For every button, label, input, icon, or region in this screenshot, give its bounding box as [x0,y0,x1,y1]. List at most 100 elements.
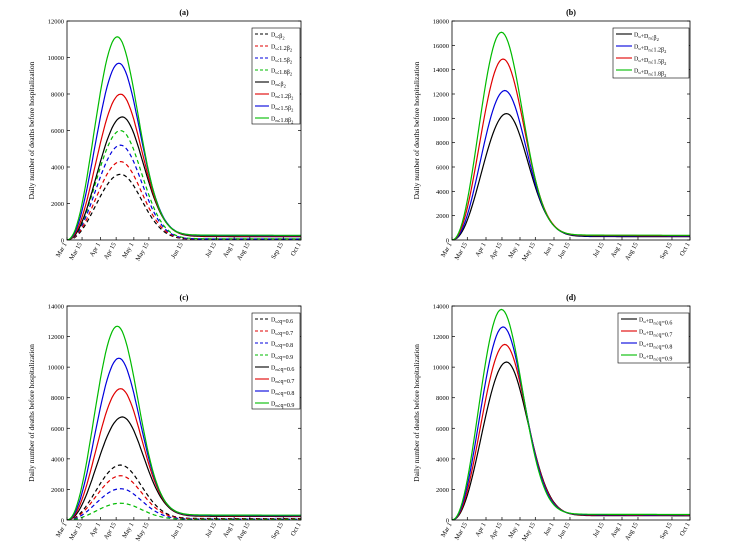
chart-title: (b) [566,8,576,17]
x-tick-label: Jul 15 [204,242,218,259]
legend-entry: Du:1.8β2 [271,69,292,77]
x-tick-label: Apr 15 [103,242,118,261]
legend-entry: Du+Dm:q=0.7 [639,330,672,339]
legend-entry: Dm:q=0.8 [271,390,294,398]
chart-title: (d) [566,293,576,302]
y-tick-label: 6000 [436,165,449,172]
legend-entry: Dm:β2 [271,81,286,89]
y-tick-label: 14000 [48,304,64,311]
series-line-5 [67,416,301,520]
legend-entry: Du:q=0.7 [271,330,293,338]
x-tick-label: Aug 1 [222,522,236,539]
y-tick-label: 2000 [436,213,449,220]
y-tick-label: 8000 [436,395,449,402]
x-tick-label: Jun 1 [543,522,556,538]
x-tick-label: Mar 1 [55,242,69,259]
x-tick-label: Jun 15 [557,522,572,540]
x-tick-label: Aug 15 [624,522,640,542]
legend-entry: Dm:q=0.7 [271,378,294,386]
x-tick-label: May 15 [135,522,151,543]
x-tick-label: Aug 1 [610,522,624,539]
series-line-2 [452,89,690,240]
series-group [67,325,301,520]
y-tick-label: 12000 [48,334,64,341]
legend-entry: Du:1.2β2 [271,45,292,53]
y-axis-label: Daily number of deaths before hospitaliz… [27,61,36,199]
y-tick-label: 16000 [433,43,449,50]
y-tick-label: 0 [61,518,64,525]
series-line-1 [452,361,690,520]
x-tick-label: Sep 15 [659,242,674,261]
series-group [452,31,690,240]
legend-entry: Du+Dm:q=0.8 [639,342,672,351]
legend-entry: Du:q=0.9 [271,354,293,362]
y-tick-label: 4000 [51,456,64,463]
legend-entry: Du+Dm:q=0.6 [639,318,672,327]
series-line-1 [67,464,301,520]
y-axis-label: Daily number of deaths before hospitaliz… [27,344,36,482]
x-tick-label: Apr 1 [89,522,103,538]
x-tick-label: Mar 15 [453,242,469,262]
y-tick-label: 10000 [433,116,449,123]
x-tick-label: Apr 1 [474,242,488,258]
y-tick-label: 10000 [48,365,64,372]
x-tick-label: Aug 1 [222,242,236,259]
y-tick-label: 12000 [433,334,449,341]
x-tick-label: Mar 15 [68,242,84,262]
legend-entry: Du+Dm:β2 [634,33,659,43]
y-tick-label: 14000 [433,67,449,74]
x-tick-label: Sep 15 [270,522,285,541]
x-tick-label: Jun 15 [557,242,572,260]
series-line-4 [67,129,301,240]
y-tick-label: 2000 [51,487,64,494]
chart-panel-a: (a) 0 2000 4000 6000 8000 10000 12000 Mar 1 Mar 1… [27,8,303,262]
x-tick-label: May 1 [121,522,135,540]
y-tick-label: 4000 [436,189,449,196]
series-line-8 [67,325,301,520]
legend: Du:q=0.6 Du:q=0.7 Du:q=0.8 Du:q=0.9 Dm:q=0.6… [251,312,301,410]
series-group [452,308,690,520]
series-line-1 [67,173,301,240]
legend-entry: Dm:1.8β2 [271,117,293,125]
x-tick-label: Jun 15 [170,242,185,260]
y-tick-label: 8000 [51,92,64,99]
x-tick-label: Apr 1 [474,522,488,538]
x-tick-label: Jul 15 [592,242,606,259]
axes-frame [451,305,691,521]
legend-box [251,27,301,125]
legend-entry: Du:β2 [271,33,285,41]
chart-title: (a) [179,8,189,17]
x-tick-label: Mar 15 [68,522,84,542]
axes-frame [451,20,691,241]
x-tick-label: Jul 15 [204,522,218,539]
axes-frame [66,305,302,521]
y-tick-label: 6000 [51,426,64,433]
y-axis-label: Daily number of deaths before hospitaliz… [412,61,421,199]
y-tick-label: 0 [446,518,449,525]
series-line-1 [452,112,690,240]
x-tick-label: May 1 [121,242,135,260]
chart-title: (c) [180,293,189,302]
legend-entry: Du+Dm:q=0.9 [639,354,672,363]
x-tick-label: Aug 15 [236,242,252,262]
legend: Du:β2 Du:1.2β2 Du:1.5β2 Du:1.8β2 Dm:β2 Dm:1.2… [251,27,301,125]
chart-panel-d: (d) 0 2000 4000 6000 8000 10000 12000 14000 Mar 1… [412,293,692,542]
x-tick-label: Mar 1 [440,522,454,539]
legend-entry: Du+Dm:1.2β2 [634,45,666,55]
y-tick-label: 14000 [433,304,449,311]
legend-entry: Du:1.5β2 [271,57,292,65]
y-tick-label: 6000 [51,128,64,135]
x-tick-label: Apr 15 [103,522,118,541]
y-tick-label: 8000 [436,140,449,147]
series-line-4 [67,502,301,520]
y-tick-label: 10000 [433,365,449,372]
x-tick-label: Apr 15 [489,241,504,260]
y-tick-label: 4000 [51,165,64,172]
y-tick-label: 0 [446,238,449,245]
series-line-8 [67,36,301,240]
y-tick-label: 8000 [51,395,64,402]
x-tick-label: Mar 1 [55,522,69,539]
legend-entry: Du+Dm:1.5β2 [634,57,666,67]
legend: Du+Dm:β2 Du+Dm:1.2β2 Du+Dm:1.5β2 Du+Dm:1.8β… [612,27,690,79]
legend-entry: Dm:1.2β2 [271,93,293,101]
